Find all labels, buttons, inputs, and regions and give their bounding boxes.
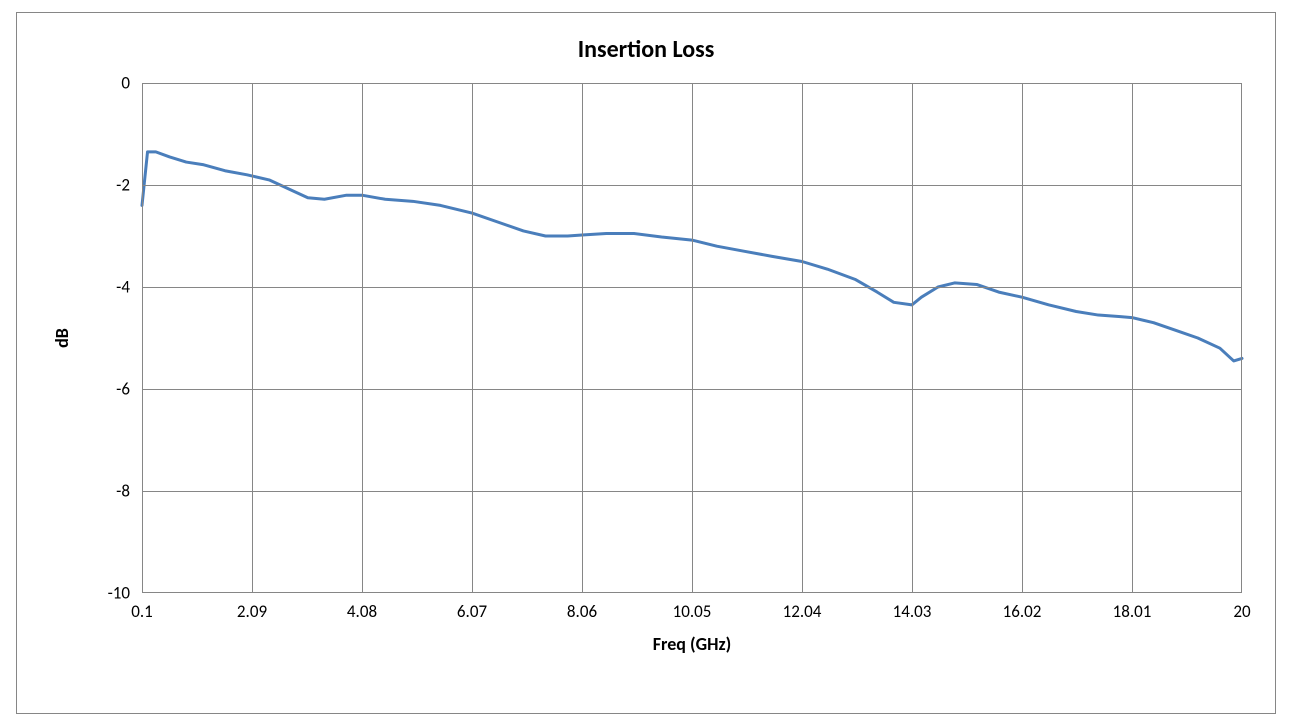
grid-line-vertical [252,83,253,593]
grid-line-horizontal [142,185,1242,186]
x-tick-label: 8.06 [567,601,597,622]
x-tick-label: 0.1 [131,601,153,622]
grid-line-vertical [1022,83,1023,593]
y-axis-title: dB [51,83,73,593]
grid-line-vertical [1132,83,1133,593]
x-tick-label: 18.01 [1113,601,1152,622]
x-tick-label: 10.05 [673,601,712,622]
x-tick-label: 6.07 [457,601,487,622]
y-tick-label: -2 [116,175,130,196]
x-tick-label: 2.09 [237,601,267,622]
y-tick-label: 0 [121,73,130,94]
x-tick-label: 4.08 [347,601,377,622]
grid-line-vertical [472,83,473,593]
x-tick-label: 20 [1233,601,1250,622]
grid-line-horizontal [142,389,1242,390]
y-tick-label: -6 [116,379,130,400]
x-tick-label: 16.02 [1003,601,1042,622]
grid-line-horizontal [142,491,1242,492]
y-tick-label: -4 [116,277,130,298]
x-tick-label: 12.04 [783,601,822,622]
chart-title: Insertion Loss [17,35,1275,64]
grid-line-vertical [692,83,693,593]
grid-line-vertical [912,83,913,593]
chart-frame: Insertion Loss Freq (GHz) dB 0.1 2.09 4.08… [16,12,1276,714]
x-tick-label: 14.03 [893,601,932,622]
plot-area [142,83,1242,593]
grid-line-vertical [802,83,803,593]
grid-line-vertical [362,83,363,593]
y-tick-label: -8 [116,481,130,502]
grid-line-horizontal [142,287,1242,288]
y-tick-label: -10 [108,583,130,604]
x-axis-title: Freq (GHz) [142,633,1242,655]
grid-line-vertical [582,83,583,593]
